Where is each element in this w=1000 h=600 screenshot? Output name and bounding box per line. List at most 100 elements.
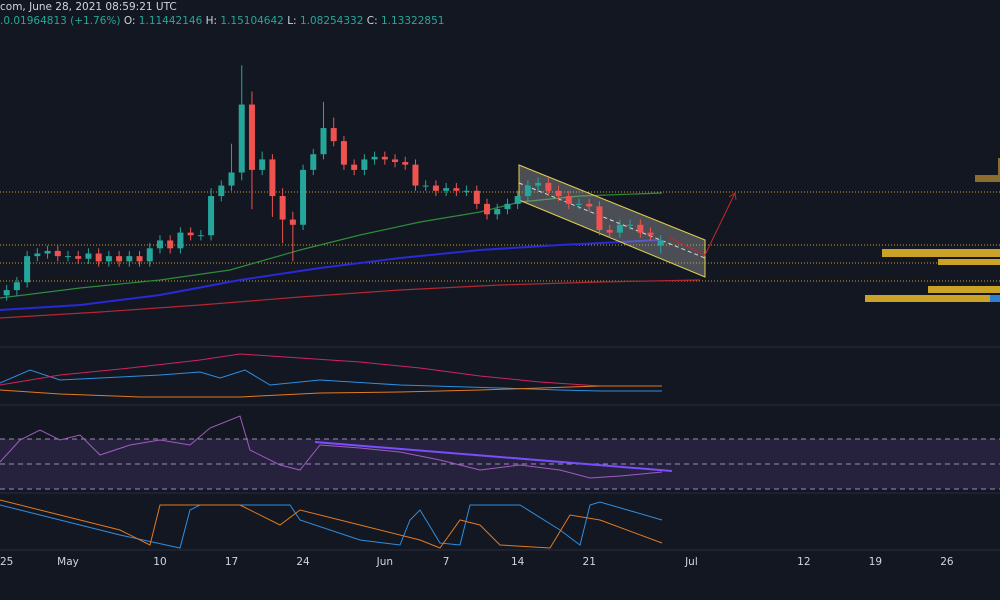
candle-body [596, 206, 603, 230]
candle-body [576, 203, 582, 205]
ma-blue [0, 239, 661, 311]
stoch-blue [0, 501, 663, 549]
x-tick-label: 19 [869, 556, 882, 568]
candle-body [381, 156, 388, 160]
candle-body [156, 240, 163, 249]
candle-body [422, 185, 429, 187]
candle-body [187, 232, 194, 236]
candle-body [44, 250, 51, 254]
candle-body [136, 256, 143, 262]
candle-body [504, 203, 511, 210]
rsi-trend [314, 441, 673, 472]
x-tick-label: 26 [940, 556, 954, 568]
x-tick-label: 12 [797, 556, 810, 568]
candle-body [126, 256, 133, 262]
high-label: H: [206, 15, 217, 27]
indicator-pink [0, 353, 662, 387]
close-label: C: [367, 15, 378, 27]
candle-body [320, 128, 327, 155]
candle-body [494, 209, 501, 215]
rsi-levels [0, 438, 1000, 490]
candle-body [177, 232, 184, 249]
open-value: 1.11442146 [139, 15, 203, 27]
candle-body [24, 256, 31, 283]
x-tick-label: 17 [225, 556, 238, 568]
ma-red [0, 279, 701, 319]
candle-body [3, 290, 10, 296]
candle-body [228, 172, 235, 186]
x-tick-label: Jun [376, 556, 393, 568]
candle-body [146, 248, 153, 262]
candle-body [432, 185, 439, 191]
profile-bar [928, 286, 1000, 293]
candle-body [269, 159, 276, 197]
profile-bar [865, 295, 990, 302]
candle-body [85, 253, 92, 259]
close-value: 1.13322851 [381, 15, 444, 27]
candle-body [484, 203, 491, 215]
candle-body [167, 240, 174, 249]
candle-body [586, 203, 593, 207]
candle-body [402, 162, 409, 165]
candle-body [535, 182, 542, 186]
profile-bar [990, 295, 1000, 302]
candle-body [330, 128, 337, 142]
candle-body [555, 190, 562, 197]
candle-body [392, 159, 399, 163]
candle-body [65, 256, 71, 258]
x-tick-label: 14 [511, 556, 525, 568]
x-tick-label: Jul [684, 556, 698, 568]
arrow-head [728, 192, 737, 201]
candle-body [351, 164, 358, 170]
header-line: .0.01964813 (+1.76%) O: 1.11442146 H: 1.… [0, 15, 444, 27]
x-tick-label: 7 [443, 556, 450, 568]
candle-body [238, 104, 245, 173]
candle-body [647, 232, 654, 236]
candle-body [289, 219, 296, 225]
profile-bar [975, 175, 1000, 182]
candle-body [412, 164, 419, 186]
low-value: 1.08254332 [300, 15, 363, 27]
ma-green [0, 192, 663, 299]
volume-profile [865, 158, 1000, 302]
candle-body [75, 256, 82, 259]
candle-body [637, 224, 644, 233]
candle-body [361, 159, 368, 170]
candle-body [453, 188, 460, 191]
indicator-orange [0, 385, 662, 398]
candle-body [13, 282, 20, 291]
candle-body [657, 240, 664, 246]
candle-body [259, 159, 266, 170]
candle-body [248, 104, 255, 170]
candle-body [545, 182, 552, 191]
candle-body [340, 141, 347, 165]
candle-body [95, 253, 102, 262]
change: .0.01964813 (+1.76%) [0, 15, 120, 27]
profile-bar [938, 259, 1000, 265]
candle-body [300, 169, 307, 225]
candle-body [616, 224, 623, 233]
high-value: 1.15104642 [220, 15, 283, 27]
x-tick-label: 10 [153, 556, 166, 568]
candle-body [627, 224, 634, 226]
candle-body [105, 256, 112, 262]
candle-body [371, 156, 378, 160]
candle-body [310, 154, 317, 170]
x-tick-label: May [57, 556, 79, 568]
channel-mid [518, 182, 706, 259]
candle-body [443, 188, 450, 191]
profile-bar [882, 249, 1000, 257]
candle-body [463, 190, 470, 192]
candle-body [514, 196, 521, 204]
candle-body [473, 190, 480, 204]
candle-body [218, 185, 225, 197]
x-tick-label: 24 [296, 556, 310, 568]
candle-body [197, 235, 204, 237]
indicator-blue [0, 369, 662, 392]
candle-body [565, 196, 572, 204]
chart-title: com, June 28, 2021 08:59:21 UTC [0, 1, 177, 13]
candle-body [606, 230, 613, 233]
candle-body [34, 253, 41, 257]
